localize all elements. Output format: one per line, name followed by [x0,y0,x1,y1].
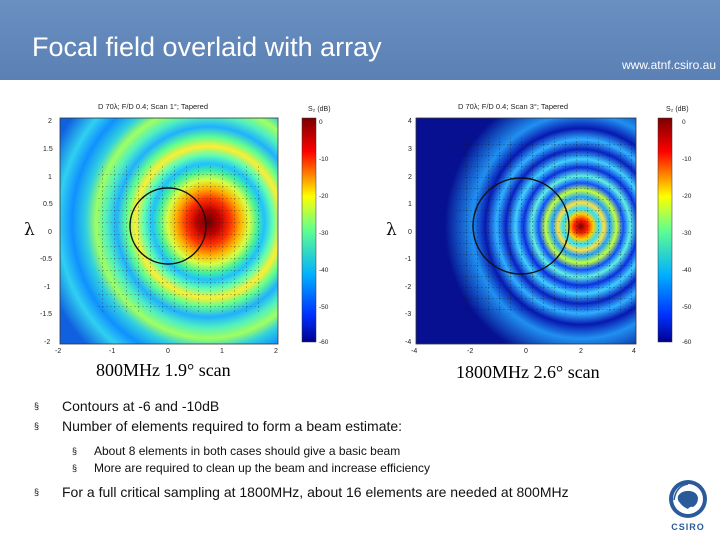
x-tick: 0 [166,348,170,355]
colorbar-tick: -10 [319,156,329,163]
x-tick: 2 [579,348,583,355]
colorbar-tick: -50 [682,304,692,311]
colorbar-label: S₂ (dB) [666,106,689,113]
bullet-item: § Contours at -6 and -10dB [34,398,614,415]
x-tick: 4 [632,348,636,355]
colorbar-tick: 0 [319,119,323,126]
colorbar [657,117,673,343]
bullet-marker-icon: § [34,487,40,497]
bullet-marker-icon: § [72,463,78,473]
caption-800mhz: 800MHz 1.9° scan [96,360,231,380]
y-tick: 0 [408,229,412,236]
sub-bullet-item: § More are required to clean up the beam… [72,461,614,476]
x-tick: 1 [220,348,224,355]
colorbar-tick: -30 [319,230,329,237]
colorbar-tick: -10 [682,156,692,163]
y-axis-label: λ [386,220,397,240]
bullet-text: Contours at -6 and -10dB [62,398,220,414]
x-tick: -2 [55,348,61,355]
bullet-marker-icon: § [34,401,40,411]
csiro-logo: CSIRO [669,480,707,532]
y-tick: 1.5 [43,146,53,153]
colorbar-tick: -20 [319,193,329,200]
y-tick: -1 [44,284,50,291]
y-tick: 0.5 [43,201,53,208]
y-tick: -2 [44,339,50,346]
site-url: www.atnf.csiro.au [621,58,716,72]
y-tick: 0 [48,229,52,236]
colorbar-tick: -60 [319,339,329,346]
colorbar [301,117,317,343]
colorbar-tick: -40 [319,267,329,274]
x-tick: 2 [274,348,278,355]
y-tick: 1 [408,201,412,208]
array-circle [472,177,570,275]
y-tick: 4 [408,118,412,125]
bullet-list: § Contours at -6 and -10dB § Number of e… [34,398,614,504]
y-tick: 1 [48,174,52,181]
logo-text: CSIRO [671,522,705,532]
y-tick: -3 [405,311,411,318]
bullet-item: § For a full critical sampling at 1800MH… [34,484,582,501]
colorbar-tick: 0 [682,119,686,126]
colorbar-tick: -60 [682,339,692,346]
colorbar-tick: -20 [682,193,692,200]
array-grid [456,138,632,314]
slide-header: Focal field overlaid with array www.atnf… [0,0,720,80]
y-tick: 3 [408,146,412,153]
bullet-text: For a full critical sampling at 1800MHz,… [62,484,569,500]
x-tick: -2 [467,348,473,355]
x-tick: -1 [109,348,115,355]
array-circle [129,187,207,265]
y-tick: -4 [405,339,411,346]
array-grid [96,164,262,314]
focal-field-plot-800mhz: D 70λ; F/D 0.4; Scan 1°; Tapered 2 1.5 1… [40,102,331,355]
y-tick: -2 [405,284,411,291]
colorbar-tick: -40 [682,267,692,274]
colorbar-label: S₂ (dB) [308,106,331,113]
y-tick: -1 [405,256,411,263]
y-tick: -1.5 [40,311,52,318]
sub-bullet-text: About 8 elements in both cases should gi… [94,444,401,458]
plot-title: D 70λ; F/D 0.4; Scan 3°; Tapered [458,102,568,111]
y-tick: -0.5 [40,256,52,263]
x-tick: -4 [411,348,417,355]
sub-bullet-item: § About 8 elements in both cases should … [72,444,614,459]
bullet-marker-icon: § [72,446,78,456]
x-tick: 0 [524,348,528,355]
y-axis-label: λ [24,220,35,240]
bullet-item: § Number of elements required to form a … [34,418,614,435]
colorbar-tick: -30 [682,230,692,237]
plot-title: D 70λ; F/D 0.4; Scan 1°; Tapered [98,102,208,111]
focal-field-plot-1800mhz: D 70λ; F/D 0.4; Scan 3°; Tapered 4 3 2 1… [405,102,692,355]
bullet-marker-icon: § [34,421,40,431]
bullet-text: Number of elements required to form a be… [62,418,403,434]
caption-1800mhz: 1800MHz 2.6° scan [456,362,600,382]
colorbar-tick: -50 [319,304,329,311]
slide-title: Focal field overlaid with array [32,32,382,62]
sub-bullet-text: More are required to clean up the beam a… [94,461,430,475]
y-tick: 2 [408,174,412,181]
y-tick: 2 [48,118,52,125]
